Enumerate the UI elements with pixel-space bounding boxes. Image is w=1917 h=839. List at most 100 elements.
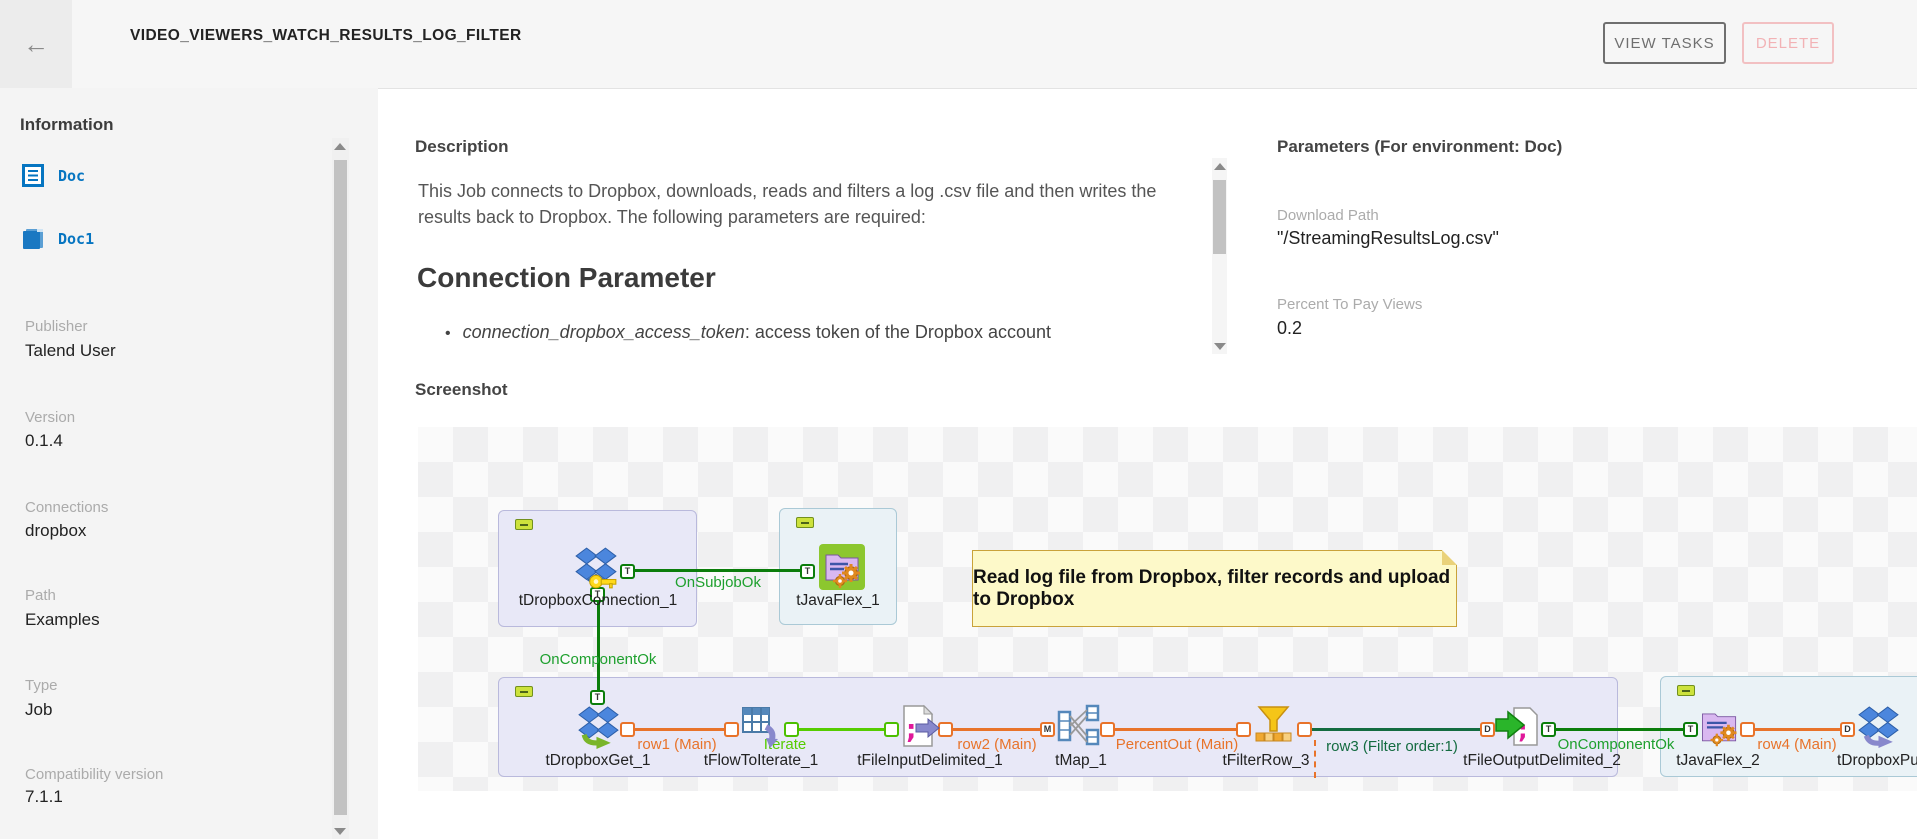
connection-label: row2 (Main) (957, 736, 1037, 753)
page-title: VIDEO_VIEWERS_WATCH_RESULTS_LOG_FILTER (130, 27, 522, 44)
component-label: tFileOutputDelimited_2 (1463, 752, 1621, 769)
collapse-toggle-icon[interactable] (1677, 685, 1695, 696)
row-port (1236, 722, 1251, 737)
component-label: tFilterRow_3 (1222, 752, 1310, 769)
connections-value: dropbox (25, 521, 87, 540)
connection-label: OnComponentOk (1557, 736, 1675, 753)
wire-filter-reject-dashed (1314, 740, 1316, 778)
svg-text:;: ; (906, 715, 916, 745)
iterate-port (784, 722, 799, 737)
row-port (620, 722, 635, 737)
trigger-port: T (1683, 722, 1698, 737)
sidebar-item-doc1[interactable]: Doc1 (22, 227, 94, 250)
collapse-toggle-icon[interactable] (515, 686, 533, 697)
sidebar-item-doc[interactable]: Doc (22, 164, 85, 187)
sidebar-item-label: Doc1 (58, 229, 95, 248)
wire-percentout (1115, 728, 1236, 731)
bullet-marker: • (445, 325, 451, 342)
component-label: tJavaFlex_2 (1676, 752, 1760, 769)
collapse-toggle-icon[interactable] (515, 519, 533, 530)
publisher-label: Publisher (25, 318, 88, 335)
trigger-port: T (620, 564, 635, 579)
scroll-down-icon[interactable] (334, 828, 346, 835)
tjavaflex2-icon (1702, 713, 1737, 747)
book-icon (23, 229, 43, 249)
collapse-toggle-icon[interactable] (796, 517, 814, 528)
type-value: Job (25, 700, 53, 719)
wire-onsubjobok (635, 569, 802, 572)
connection-label: OnSubjobOk (675, 574, 761, 591)
connection-label: row4 (Main) (1757, 736, 1837, 753)
row-port-map-in: M (1040, 722, 1055, 737)
compatibility-version-label: Compatibility version (25, 766, 164, 783)
trigger-port: T (590, 690, 605, 705)
screenshot-heading: Screenshot (415, 380, 508, 399)
description-scrollbar[interactable] (1212, 158, 1227, 354)
download-path-value: "/StreamingResultsLog.csv" (1277, 228, 1499, 248)
back-arrow-icon: ← (23, 28, 49, 59)
delete-button[interactable]: DELETE (1742, 22, 1834, 64)
component-label: tMap_1 (1055, 752, 1107, 769)
path-value: Examples (25, 610, 100, 629)
scroll-up-icon[interactable] (1213, 163, 1226, 170)
connection-label: OnComponentOk (539, 651, 657, 668)
description-scrollbar-thumb[interactable] (1213, 180, 1226, 254)
back-button[interactable]: ← (0, 0, 72, 88)
version-value: 0.1.4 (25, 431, 63, 450)
tdropboxconnection-icon (575, 547, 617, 589)
connection-label: row1 (Main) (637, 736, 717, 753)
percent-to-pay-views-value: 0.2 (1277, 318, 1303, 338)
type-label: Type (25, 677, 58, 694)
wire-iterate (799, 728, 884, 731)
connection-label: PercentOut (Main) (1115, 736, 1239, 753)
row-port-dest: D (1840, 722, 1855, 737)
trigger-port: T (590, 587, 605, 602)
connections-label: Connections (25, 499, 109, 516)
job-design-canvas: Read log file from Dropbox, filter recor… (418, 427, 1917, 791)
connection-parameter-heading: Connection Parameter (417, 262, 716, 293)
wire-row3 (1312, 728, 1480, 731)
note-text: Read log file from Dropbox, filter recor… (973, 566, 1451, 610)
tjavaflex1-icon (819, 544, 865, 590)
wire-row1 (635, 728, 724, 731)
sidebar-scrollbar-thumb[interactable] (334, 160, 347, 815)
trigger-port: T (1541, 722, 1556, 737)
row-port (724, 722, 739, 737)
job-note: Read log file from Dropbox, filter recor… (972, 550, 1457, 627)
description-paragraph: This Job connects to Dropbox, downloads,… (418, 181, 1157, 227)
information-panel: Information Doc Doc1 Publisher Talend Us… (0, 88, 378, 839)
svg-text:;: ; (1518, 716, 1528, 744)
connection-label: row3 (Filter order:1) (1326, 738, 1458, 755)
tfileinputdelimited-icon: ; (903, 704, 940, 747)
tmap-icon (1057, 704, 1100, 746)
wire-oncomponentok2 (1556, 728, 1683, 731)
parameters-heading: Parameters (For environment: Doc) (1277, 137, 1563, 156)
row-port-dest: D (1480, 722, 1495, 737)
trigger-port: T (800, 564, 815, 579)
view-tasks-button[interactable]: VIEW TASKS (1603, 22, 1726, 64)
information-heading: Information (20, 115, 114, 134)
component-label: tFileInputDelimited_1 (857, 752, 1003, 769)
wire-oncomponentok-vertical (597, 601, 600, 692)
row-port (1297, 722, 1312, 737)
scroll-up-icon[interactable] (334, 143, 346, 150)
tdropboxget-icon (578, 706, 619, 749)
sidebar-scrollbar[interactable] (332, 138, 349, 839)
component-label: tDropboxConnection_1 (518, 592, 678, 609)
scroll-down-icon[interactable] (1213, 343, 1226, 350)
top-bar: ← VIDEO_VIEWERS_WATCH_RESULTS_LOG_FILTER… (0, 0, 1917, 89)
sidebar-item-label: Doc (58, 166, 86, 185)
percent-to-pay-views-label: Percent To Pay Views (1277, 296, 1423, 313)
tfilterrow-icon (1255, 706, 1292, 742)
bullet-term: connection_dropbox_access_token (462, 322, 745, 342)
component-label: tFlowToIterate_1 (703, 752, 819, 769)
compatibility-version-value: 7.1.1 (25, 787, 63, 806)
component-label: tJavaFlex_1 (796, 592, 880, 609)
note-fold-corner-icon (1442, 550, 1457, 565)
row-port (1740, 722, 1755, 737)
tfileoutputdelimited-icon: ; (1495, 707, 1538, 746)
component-label: tDropboxGet_1 (545, 752, 651, 769)
document-icon (22, 164, 44, 187)
row-port (938, 722, 953, 737)
wire-row2 (953, 728, 1040, 731)
